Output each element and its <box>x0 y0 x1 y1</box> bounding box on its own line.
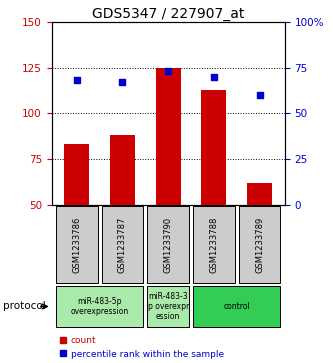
Text: GSM1233787: GSM1233787 <box>118 217 127 273</box>
Bar <box>247 183 272 205</box>
Text: miR-483-5p
overexpression: miR-483-5p overexpression <box>71 297 129 316</box>
Text: GSM1233790: GSM1233790 <box>164 217 173 273</box>
Bar <box>110 135 135 205</box>
Point <box>120 79 125 85</box>
Bar <box>56 286 143 327</box>
Point <box>257 92 262 98</box>
Point <box>166 68 171 74</box>
Legend: count, percentile rank within the sample: count, percentile rank within the sample <box>56 333 227 362</box>
Bar <box>201 90 226 205</box>
Bar <box>239 207 280 284</box>
Point <box>211 74 216 79</box>
Title: GDS5347 / 227907_at: GDS5347 / 227907_at <box>92 7 244 21</box>
Point <box>74 77 79 83</box>
Text: GSM1233786: GSM1233786 <box>72 217 81 273</box>
Bar <box>102 207 143 284</box>
Text: protocol: protocol <box>3 301 46 311</box>
Text: GSM1233788: GSM1233788 <box>209 217 218 273</box>
Bar <box>193 207 235 284</box>
Text: GSM1233789: GSM1233789 <box>255 217 264 273</box>
Text: miR-483-3
p overexpr
ession: miR-483-3 p overexpr ession <box>148 291 189 321</box>
Bar <box>148 286 189 327</box>
Bar <box>156 68 181 205</box>
Text: control: control <box>223 302 250 311</box>
Bar <box>148 207 189 284</box>
Bar <box>193 286 280 327</box>
Bar <box>64 144 89 205</box>
Bar <box>56 207 98 284</box>
